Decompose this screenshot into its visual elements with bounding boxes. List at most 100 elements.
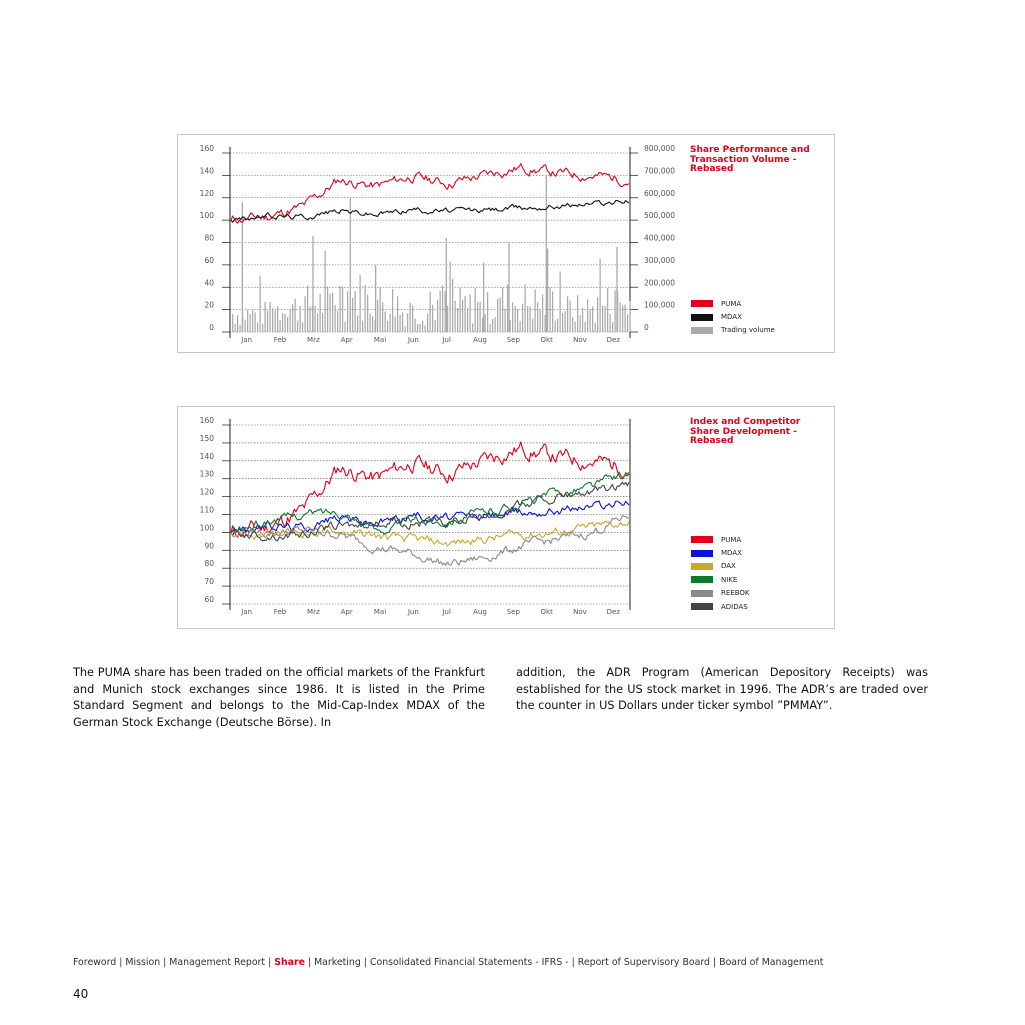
volume-bar xyxy=(572,317,574,332)
volume-bar xyxy=(539,310,541,332)
volume-bar xyxy=(499,297,501,332)
volume-bar xyxy=(319,293,321,332)
x-tick-label: Okt xyxy=(541,608,554,616)
volume-bar xyxy=(249,313,251,332)
y2-tick-label: 500,000 xyxy=(644,211,675,220)
volume-bar xyxy=(457,308,459,332)
volume-bar xyxy=(262,323,264,332)
volume-bar xyxy=(459,287,461,332)
footer-link-board-of-management[interactable]: Board of Management xyxy=(719,957,824,968)
volume-peak-bar xyxy=(545,175,547,332)
volume-bar xyxy=(342,286,344,332)
volume-bar xyxy=(324,250,326,332)
volume-bar xyxy=(474,288,476,332)
y-tick-label: 90 xyxy=(204,541,214,550)
legend-item-mdax: MDAX xyxy=(691,310,775,323)
volume-bar xyxy=(629,300,631,332)
legend-label: NIKE xyxy=(721,575,738,584)
volume-bar xyxy=(574,321,576,332)
volume-bar xyxy=(579,315,581,332)
legend-label: ADIDAS xyxy=(721,602,748,611)
footer-navigation: Foreword | Mission | Management Report |… xyxy=(73,957,824,968)
volume-bar xyxy=(232,314,234,332)
volume-bar xyxy=(289,308,291,332)
volume-bar xyxy=(292,304,294,332)
footer-link-foreword[interactable]: Foreword xyxy=(73,957,117,968)
legend-item-dax: DAX xyxy=(691,560,750,573)
volume-bar xyxy=(534,289,536,332)
volume-peak-bar xyxy=(312,235,314,332)
footer-link-share[interactable]: Share xyxy=(274,957,305,968)
footer-link-report-of-supervisory-board[interactable]: Report of Supervisory Board xyxy=(577,957,711,968)
y2-tick-label: 800,000 xyxy=(644,144,675,153)
footer-link-marketing[interactable]: Marketing xyxy=(314,957,361,968)
volume-bar xyxy=(254,312,256,332)
volume-bar xyxy=(487,291,489,332)
volume-bar xyxy=(514,306,516,332)
x-tick-label: Nov xyxy=(573,336,587,344)
x-tick-label: Dez xyxy=(607,608,621,616)
volume-bar xyxy=(444,291,446,332)
volume-bar xyxy=(452,279,454,332)
competitor-development-plot: 60 70 80 90 100 110 120 130 140 150 160 Jan Feb Mrz Ap… xyxy=(200,416,631,616)
volume-bar xyxy=(434,320,436,332)
series-line-dax xyxy=(230,520,630,547)
volume-bar xyxy=(389,313,391,332)
volume-bar xyxy=(587,299,589,332)
volume-bar xyxy=(627,314,629,332)
y-tick-label: 110 xyxy=(200,506,215,515)
chart-title: Index and Competitor Share Development -… xyxy=(690,417,801,446)
series-line-nike xyxy=(230,471,630,535)
volume-bar xyxy=(309,306,311,332)
chart-legend: PUMA MDAX Trading volume xyxy=(691,297,775,337)
legend-swatch xyxy=(691,326,713,334)
volume-bar xyxy=(554,320,556,332)
volume-bar xyxy=(432,304,434,332)
volume-bar xyxy=(277,306,279,332)
volume-bar xyxy=(327,286,329,332)
volume-bar xyxy=(314,305,316,332)
volume-bar xyxy=(437,299,439,332)
share-performance-chart: 0 20 40 60 80 100 120 140 160 0 100,000 200,000 300,… xyxy=(177,134,835,353)
footer-link-consolidated-financial-statements-ifrs[interactable]: Consolidated Financial Statements - IFRS… xyxy=(369,957,569,968)
legend-label: PUMA xyxy=(721,299,742,308)
volume-bar xyxy=(604,306,606,332)
volume-bar xyxy=(492,318,494,332)
volume-bar xyxy=(592,306,594,332)
volume-bar xyxy=(257,322,259,332)
x-tick-label: Okt xyxy=(541,336,554,344)
volume-bar xyxy=(402,312,404,332)
volume-bar xyxy=(609,314,611,332)
volume-bar xyxy=(404,326,406,332)
volume-peak-bar xyxy=(483,262,485,332)
legend-swatch xyxy=(691,313,713,321)
volume-bar xyxy=(614,290,616,332)
x-tick-label: Mai xyxy=(374,336,386,344)
volume-bar xyxy=(332,292,334,332)
volume-peak-bar xyxy=(349,197,351,332)
x-tick-label: Jun xyxy=(407,608,419,616)
volume-bar xyxy=(344,321,346,332)
y-tick-label: 100 xyxy=(200,211,215,220)
volume-bar xyxy=(307,285,309,332)
x-tick-label: Mrz xyxy=(307,608,320,616)
series-line-reebok xyxy=(230,514,630,566)
y-tick-label: 140 xyxy=(200,452,215,461)
legend-swatch xyxy=(691,562,713,570)
volume-bar xyxy=(577,295,579,332)
x-tick-label: Dez xyxy=(607,336,621,344)
x-tick-label: Feb xyxy=(274,336,287,344)
volume-bar xyxy=(524,284,526,332)
volume-bar xyxy=(494,317,496,332)
volume-bar xyxy=(624,304,626,332)
y-tick-label: 60 xyxy=(204,256,214,265)
volume-bar xyxy=(352,298,354,332)
x-tick-label: Nov xyxy=(573,608,587,616)
volume-bar xyxy=(279,319,281,332)
volume-bar xyxy=(562,312,564,332)
footer-link-mission[interactable]: Mission xyxy=(125,957,161,968)
legend-item-reebok: REEBOK xyxy=(691,587,750,600)
volume-bar xyxy=(489,324,491,332)
footer-link-management-report[interactable]: Management Report xyxy=(169,957,266,968)
volume-bar xyxy=(247,309,249,332)
